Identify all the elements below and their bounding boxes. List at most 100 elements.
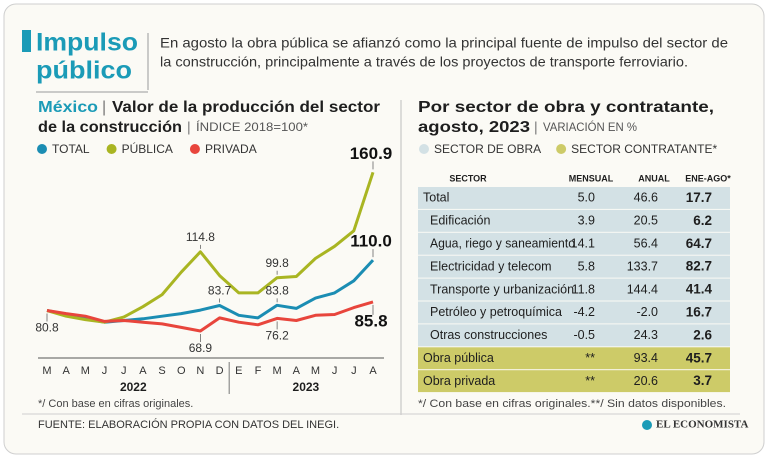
row-label: Otras construcciones <box>430 328 547 342</box>
chart-title: Valor de la producción del sector <box>112 99 380 116</box>
table-row <box>418 209 730 232</box>
column-header: ANUAL <box>638 173 670 183</box>
header-title: Impulso <box>36 29 138 57</box>
chart-subtitle: ÍNDICE 2018=100* <box>196 119 308 134</box>
chart-title: de la construcción <box>38 119 182 136</box>
chart-note: */ Con base en cifras originales. <box>38 398 193 410</box>
separator: | <box>534 119 538 135</box>
data-label: 114.8 <box>186 230 215 244</box>
x-tick-label: N <box>196 365 204 377</box>
x-tick-label: E <box>235 365 242 377</box>
table-cell: ** <box>585 374 595 388</box>
x-tick-label: J <box>121 365 127 377</box>
data-label: 83.7 <box>208 284 232 298</box>
table-note: */ Con base en cifras originales.**/ Sin… <box>418 398 726 410</box>
legend-label: TOTAL <box>52 142 90 156</box>
table-cell: 56.4 <box>634 237 658 251</box>
x-tick-label: M <box>273 365 282 377</box>
table-cell: 82.7 <box>686 259 712 274</box>
row-label: Petróleo y petroquímica <box>430 305 562 319</box>
table-row <box>418 232 730 255</box>
table-cell: 17.7 <box>686 190 712 205</box>
row-label: Edificación <box>430 214 490 228</box>
x-tick-label: A <box>293 365 301 377</box>
row-label: Electricidad y telecom <box>430 259 552 273</box>
table-cell: 144.4 <box>627 282 658 296</box>
data-label: 99.8 <box>265 256 289 270</box>
row-label: Agua, riego y saneamiento <box>430 237 575 251</box>
legend-label: SECTOR DE OBRA <box>434 142 541 156</box>
legend-swatch <box>106 144 117 154</box>
data-label: 76.2 <box>265 329 289 343</box>
row-label: Obra privada <box>423 374 495 388</box>
separator: | <box>102 99 106 116</box>
table-cell: 5.8 <box>578 259 595 273</box>
table-cell: 5.0 <box>578 191 595 205</box>
table-cell: 6.2 <box>693 213 712 228</box>
table-title: agosto, 2023 <box>418 119 530 136</box>
separator: | <box>187 119 191 135</box>
brand-icon <box>642 420 652 430</box>
legend-swatch <box>556 144 567 154</box>
x-tick-label: M <box>311 365 320 377</box>
source: FUENTE: ELABORACIÓN PROPIA CON DATOS DEL… <box>38 418 339 431</box>
legend-swatch <box>189 144 200 154</box>
legend-swatch <box>419 144 429 154</box>
table-title: Por sector de obra y contratante, <box>418 99 714 116</box>
table-cell: 16.7 <box>686 305 712 320</box>
series-line <box>46 300 374 333</box>
data-label: 160.9 <box>350 144 393 163</box>
x-tick-label: M <box>81 365 90 377</box>
x-tick-label: J <box>332 365 338 377</box>
x-tick-label: A <box>369 365 377 377</box>
column-header: ENE-AGO* <box>685 173 731 183</box>
data-label: 110.0 <box>350 232 392 251</box>
legend-label: PRIVADA <box>205 142 257 156</box>
table-cell: 64.7 <box>686 236 712 251</box>
x-tick-label: J <box>351 365 357 377</box>
x-tick-label: A <box>63 365 71 377</box>
header-title: público <box>36 57 132 85</box>
x-tick-label: F <box>255 365 262 377</box>
table-cell: -4.2 <box>573 305 595 319</box>
table-cell: -0.5 <box>573 328 595 342</box>
data-label: 85.8 <box>354 311 387 330</box>
x-tick-label: A <box>139 365 147 377</box>
x-tick-label: J <box>102 365 108 377</box>
column-header: SECTOR <box>449 173 487 183</box>
title-marker <box>22 30 31 52</box>
legend-swatch <box>37 144 47 154</box>
year-label: 2022 <box>120 380 147 394</box>
x-tick-label: D <box>216 365 224 377</box>
table-cell: -2.0 <box>636 305 658 319</box>
row-label: Obra pública <box>423 351 494 365</box>
legend-label: PÚBLICA <box>122 141 173 156</box>
table-row <box>418 301 730 324</box>
table-cell: 20.5 <box>634 214 658 228</box>
data-label: 80.8 <box>35 321 59 335</box>
table-cell: 93.4 <box>634 351 658 365</box>
table-row <box>418 347 730 370</box>
table-row <box>418 255 730 278</box>
table-cell: 41.4 <box>686 282 713 297</box>
x-tick-label: S <box>158 365 165 377</box>
chart-title-prefix: México <box>38 99 98 116</box>
year-label: 2023 <box>293 380 320 394</box>
table-cell: 2.6 <box>693 327 712 342</box>
x-tick-label: O <box>177 365 186 377</box>
table-cell: 46.6 <box>634 191 658 205</box>
table-cell: 11.8 <box>572 282 595 296</box>
table-cell: 45.7 <box>686 350 712 365</box>
header-description: la construcción, principalmente a través… <box>160 54 688 70</box>
data-label: 68.9 <box>189 341 213 355</box>
table-cell: 3.9 <box>578 214 595 228</box>
table-subtitle: VARIACIÓN EN % <box>543 119 637 134</box>
table-cell: 14.1 <box>571 237 595 251</box>
table-cell: 24.3 <box>634 328 658 342</box>
data-label: 83.8 <box>265 283 289 297</box>
table-cell: 20.6 <box>634 374 658 388</box>
x-tick-label: M <box>42 365 51 377</box>
row-label: Total <box>423 191 449 205</box>
table-row <box>418 324 730 347</box>
